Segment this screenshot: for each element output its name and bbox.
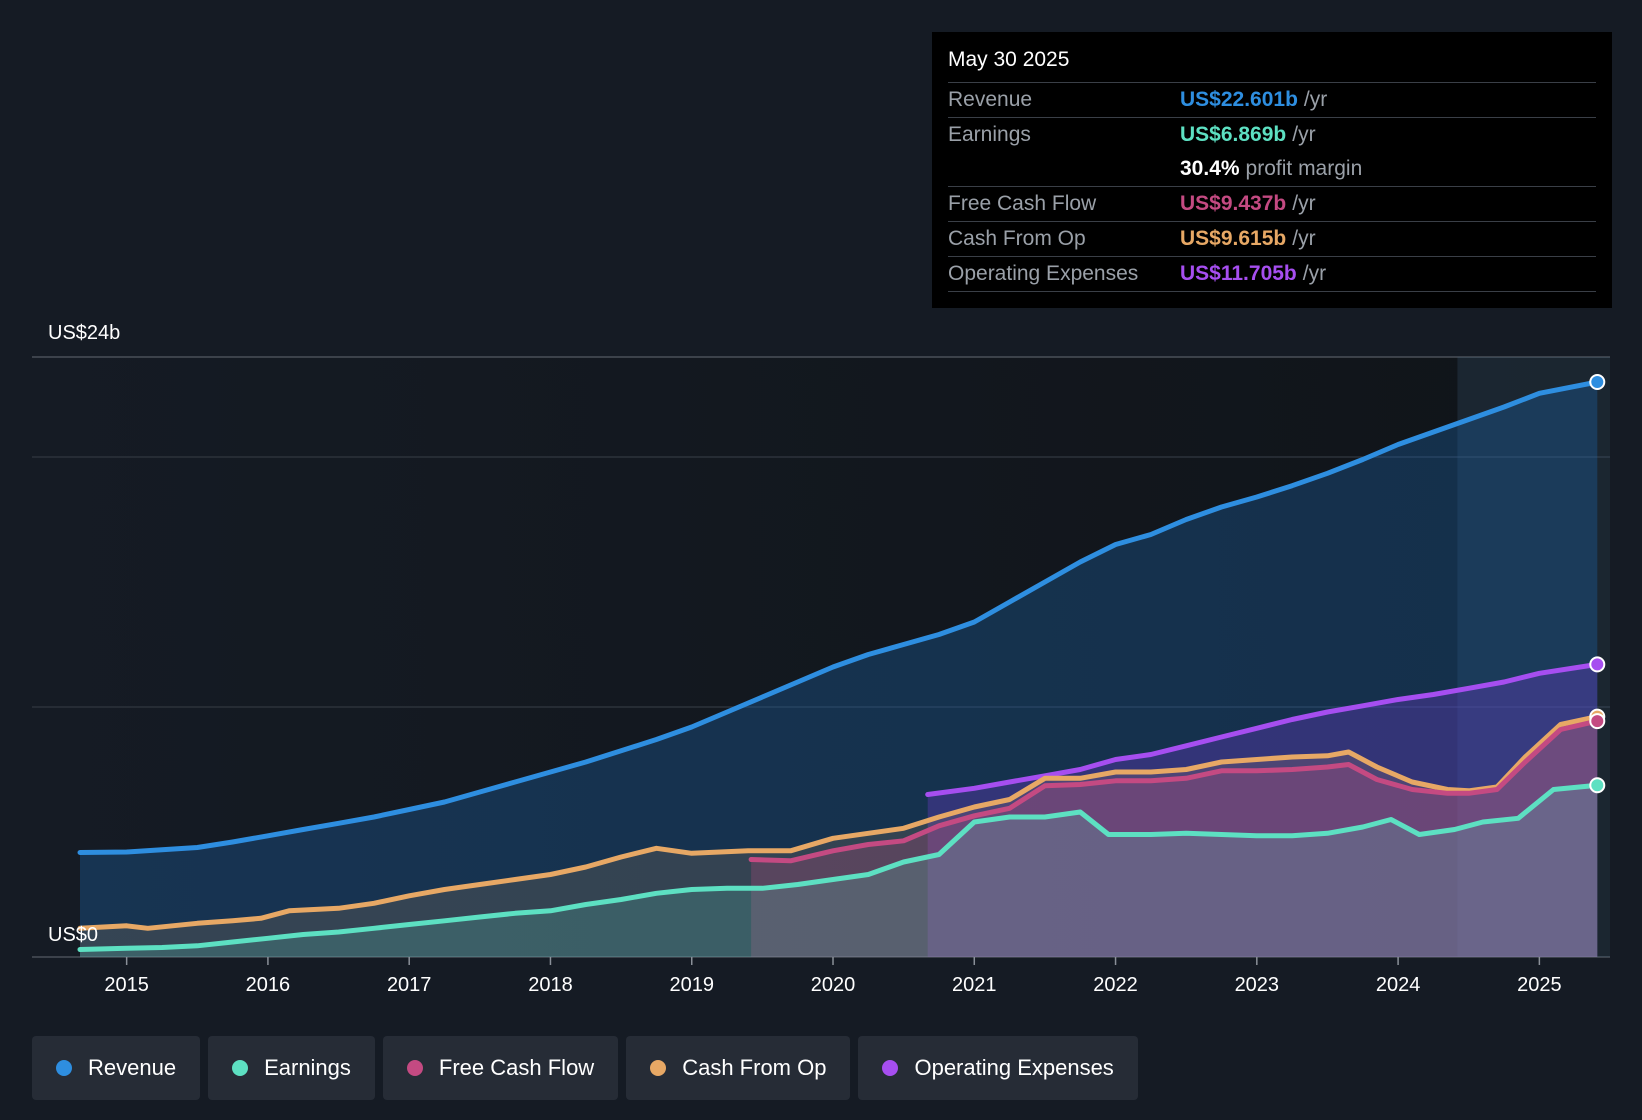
cash-from-op-area <box>80 716 1598 957</box>
tooltip-row: Revenue US$22.601b/yr <box>948 83 1596 118</box>
x-tick-label: 2025 <box>1517 974 1562 996</box>
tooltip-row: Earnings US$6.869b/yr <box>948 118 1596 152</box>
legend: Revenue Earnings Free Cash Flow Cash From O… <box>32 1036 1138 1100</box>
chart: US$24b US$0 2015 2016 2017 2018 2019 2020 2021… <box>32 322 1610 996</box>
x-tick-label: 2016 <box>246 974 291 996</box>
free-cash-flow-area <box>751 721 1598 957</box>
tooltip-row-unit: /yr <box>1302 262 1327 285</box>
tooltip-row-unit: /yr <box>1292 227 1316 250</box>
free-cash-flow-line <box>748 718 1600 864</box>
legend-dot-icon <box>882 1060 899 1076</box>
revenue-line <box>77 379 1600 855</box>
legend-label: Free Cash Flow <box>438 1055 595 1080</box>
tooltip-rows: Revenue US$22.601b/yr Earnings US$6.869b/yr… <box>948 83 1596 292</box>
tooltip-row: 30.4% profit margin <box>948 152 1596 187</box>
earnings-line <box>77 782 1600 952</box>
tooltip-row-value: US$11.705b <box>1180 262 1297 285</box>
tooltip-row-unit: /yr <box>1303 88 1328 111</box>
tooltip-row: Cash From Op US$9.615b/yr <box>948 222 1596 257</box>
y-axis-bottom-label: US$0 <box>48 924 98 946</box>
x-tick-label: 2021 <box>952 974 997 996</box>
operating-expenses-area <box>927 664 1598 957</box>
legend-item-operating-expenses[interactable]: Operating Expenses <box>858 1036 1138 1100</box>
tooltip-row-unit: /yr <box>1292 192 1316 215</box>
legend-item-revenue[interactable]: Revenue <box>32 1036 201 1100</box>
series-areas <box>80 382 1598 957</box>
tooltip-row-label <box>948 152 1180 186</box>
tooltip-row-label: Earnings <box>948 123 1031 146</box>
y-axis-top-label: US$24b <box>48 322 120 344</box>
x-axis-ticks: 2015 2016 2017 2018 2019 2020 2021 2022 2023 2024… <box>104 957 1562 996</box>
forecast-band <box>1457 357 1610 957</box>
x-tick-label: 2015 <box>104 974 149 996</box>
tooltip-row: Free Cash Flow US$9.437b/yr <box>948 187 1596 222</box>
earnings-area <box>80 785 1598 957</box>
tooltip-row-unit: profit margin <box>1245 157 1363 180</box>
legend-item-cash-from-op[interactable]: Cash From Op <box>626 1036 851 1100</box>
tooltip-row-label: Free Cash Flow <box>948 192 1097 215</box>
tooltip-row-label: Revenue <box>948 88 1033 111</box>
tooltip-row-value: US$9.615b <box>1180 227 1287 250</box>
x-tick-label: 2017 <box>387 974 432 996</box>
legend-label: Earnings <box>264 1055 351 1080</box>
x-tick-label: 2022 <box>1093 974 1138 996</box>
legend-dot-icon <box>406 1060 423 1076</box>
tooltip-panel: May 30 2025 Revenue US$22.601b/yr Earnings… <box>932 32 1612 308</box>
tooltip-row-value: US$22.601b <box>1180 88 1298 111</box>
legend-item-earnings[interactable]: Earnings <box>208 1036 375 1100</box>
tooltip-row-unit: /yr <box>1292 123 1316 146</box>
x-tick-label: 2019 <box>669 974 714 996</box>
tooltip-row-label: Cash From Op <box>948 227 1086 250</box>
x-tick-label: 2018 <box>528 974 573 996</box>
legend-item-free-cash-flow[interactable]: Free Cash Flow <box>382 1036 619 1100</box>
free-cash-flow-endpoint <box>1589 713 1606 730</box>
revenue-area <box>80 382 1598 957</box>
legend-label: Operating Expenses <box>914 1055 1114 1080</box>
x-tick-label: 2023 <box>1235 974 1280 996</box>
tooltip-row-value: US$9.437b <box>1180 192 1287 215</box>
tooltip-row: Operating Expenses US$11.705b/yr <box>948 257 1596 292</box>
revenue-endpoint <box>1589 374 1606 390</box>
series-lines <box>77 379 1600 952</box>
earnings-endpoint <box>1589 777 1606 794</box>
x-tick-label: 2024 <box>1376 974 1421 996</box>
legend-label: Revenue <box>88 1055 177 1080</box>
tooltip-row-value: 30.4% <box>1180 157 1240 180</box>
legend-dot-icon <box>232 1060 249 1076</box>
legend-dot-icon <box>56 1060 72 1076</box>
series-endpoints <box>1589 374 1606 794</box>
tooltip-row-value: US$6.869b <box>1180 123 1287 146</box>
legend-label: Cash From Op <box>682 1055 827 1080</box>
tooltip-row-label: Operating Expenses <box>948 262 1139 285</box>
x-tick-label: 2020 <box>811 974 856 996</box>
operating-expenses-endpoint <box>1589 656 1606 673</box>
tooltip-date: May 30 2025 <box>948 46 1596 83</box>
legend-dot-icon <box>650 1060 667 1076</box>
cash-from-op-line <box>77 714 1600 931</box>
